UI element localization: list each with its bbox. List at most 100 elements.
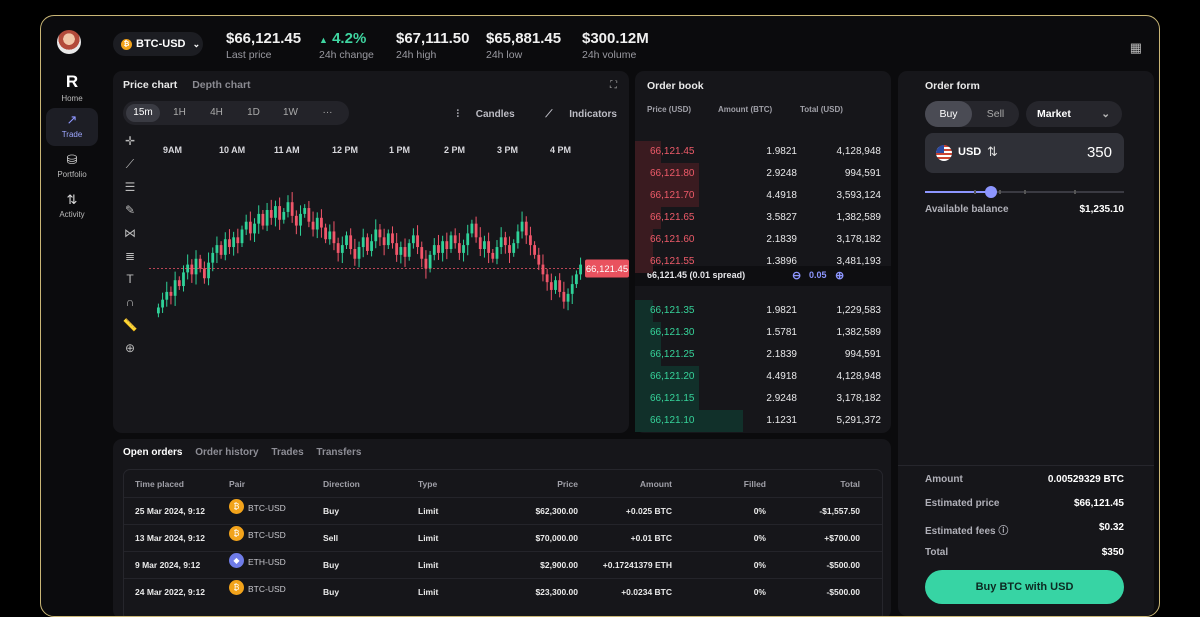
- candle[interactable]: [470, 223, 474, 234]
- candle[interactable]: [269, 210, 273, 218]
- candle[interactable]: [173, 280, 177, 296]
- bid-row[interactable]: 66,121.10 1.1231 5,291,372: [635, 410, 891, 432]
- candle[interactable]: [374, 229, 378, 242]
- candle[interactable]: [462, 245, 465, 253]
- bid-row[interactable]: 66,121.15 2.9248 3,178,182: [635, 388, 891, 410]
- amount-input[interactable]: USD ⇅ 350: [925, 133, 1124, 173]
- candle[interactable]: [207, 262, 210, 279]
- ask-row[interactable]: 66,121.80 2.9248 994,591: [635, 163, 891, 185]
- candle[interactable]: [491, 252, 495, 259]
- candle[interactable]: [449, 235, 453, 249]
- buy-tab[interactable]: Buy: [925, 101, 972, 127]
- candles-button[interactable]: ⫶ Candles: [442, 109, 514, 120]
- candle[interactable]: [349, 235, 353, 249]
- timeframe-1h[interactable]: 1H: [173, 107, 186, 118]
- candle[interactable]: [278, 206, 282, 220]
- nav-portfolio[interactable]: ⛁ Portfolio: [46, 148, 98, 186]
- candle[interactable]: [324, 227, 327, 240]
- candle[interactable]: [161, 299, 164, 308]
- candle[interactable]: [579, 264, 582, 275]
- candle[interactable]: [558, 280, 562, 292]
- candle[interactable]: [211, 252, 215, 263]
- candle[interactable]: [320, 217, 323, 228]
- info-icon[interactable]: ⓘ: [998, 526, 1009, 537]
- candle[interactable]: [219, 245, 223, 255]
- candle[interactable]: [554, 280, 557, 290]
- bid-row[interactable]: 66,121.30 1.5781 1,382,589: [635, 322, 891, 344]
- candle[interactable]: [529, 235, 532, 246]
- candle[interactable]: [332, 231, 336, 244]
- candle[interactable]: [248, 221, 252, 234]
- bid-row[interactable]: 66,121.25 2.1839 994,591: [635, 344, 891, 366]
- candle[interactable]: [177, 280, 181, 287]
- candlestick-chart[interactable]: 9AM 10 AM 11 AM 12 PM 1 PM 2 PM 3 PM 4 PM 66,121…: [149, 131, 629, 431]
- candle[interactable]: [307, 208, 311, 222]
- candle[interactable]: [236, 237, 240, 244]
- candle[interactable]: [228, 239, 231, 248]
- candle[interactable]: [357, 247, 361, 259]
- candle[interactable]: [545, 274, 549, 283]
- candle[interactable]: [407, 243, 411, 257]
- expand-icon[interactable]: ⛶: [610, 80, 617, 91]
- tab-depth-chart[interactable]: Depth chart: [192, 79, 251, 91]
- table-row[interactable]: 9 Mar 2024, 9:12 ◆ ETH-USD Buy Limit $2,900.0…: [124, 551, 882, 579]
- candle[interactable]: [353, 249, 357, 259]
- candle[interactable]: [549, 282, 553, 290]
- order-type-select[interactable]: Market ⌄: [1026, 101, 1122, 127]
- candle[interactable]: [457, 243, 461, 253]
- candle[interactable]: [391, 233, 394, 244]
- candle[interactable]: [495, 247, 499, 259]
- candle[interactable]: [483, 241, 486, 249]
- candle[interactable]: [445, 241, 449, 249]
- timeframe-1d[interactable]: 1D: [247, 107, 260, 118]
- candle[interactable]: [261, 213, 265, 226]
- candle[interactable]: [378, 229, 382, 238]
- amount-value[interactable]: 350: [1086, 144, 1112, 161]
- amount-slider[interactable]: [925, 186, 1124, 198]
- candle[interactable]: [186, 264, 190, 273]
- candle[interactable]: [215, 245, 219, 253]
- candle[interactable]: [386, 233, 390, 246]
- candle[interactable]: [223, 239, 227, 255]
- timeframe-15m[interactable]: 15m: [126, 104, 160, 122]
- candle[interactable]: [382, 237, 386, 246]
- nav-activity[interactable]: ⇅ Activity: [46, 188, 98, 226]
- candle[interactable]: [303, 208, 307, 214]
- candle[interactable]: [512, 243, 516, 253]
- tab-trades[interactable]: Trades: [271, 447, 304, 458]
- candle[interactable]: [315, 217, 319, 230]
- candle[interactable]: [508, 245, 511, 253]
- candle[interactable]: [282, 211, 286, 220]
- candle[interactable]: [328, 231, 332, 240]
- candle[interactable]: [453, 235, 457, 244]
- timeframe-4h[interactable]: 4H: [210, 107, 223, 118]
- candle[interactable]: [232, 237, 236, 248]
- slider-handle[interactable]: [984, 186, 997, 198]
- text-icon[interactable]: T: [126, 272, 134, 286]
- candle[interactable]: [575, 274, 578, 285]
- minus-circle-icon[interactable]: ⊖: [792, 270, 802, 282]
- candle[interactable]: [182, 272, 185, 287]
- indicators-button[interactable]: ⟋ Indicators: [531, 109, 617, 120]
- candle[interactable]: [570, 284, 574, 294]
- candle[interactable]: [399, 247, 403, 255]
- candle[interactable]: [294, 215, 298, 226]
- candle[interactable]: [487, 241, 491, 253]
- fib-icon[interactable]: ≣: [124, 249, 136, 263]
- ask-row[interactable]: 66,121.65 3.5827 1,382,589: [635, 207, 891, 229]
- candle[interactable]: [198, 258, 202, 269]
- candle[interactable]: [190, 264, 194, 275]
- candle[interactable]: [202, 268, 206, 279]
- ask-row[interactable]: 66,121.45 1.9821 4,128,948: [635, 141, 891, 163]
- candle[interactable]: [437, 245, 440, 253]
- candle[interactable]: [157, 307, 160, 314]
- swap-icon[interactable]: ⇅: [987, 144, 998, 159]
- candle[interactable]: [265, 210, 269, 226]
- candle[interactable]: [428, 254, 432, 269]
- candle[interactable]: [366, 237, 369, 251]
- candle[interactable]: [432, 245, 436, 255]
- candle[interactable]: [420, 247, 424, 259]
- tab-open-orders[interactable]: Open orders: [123, 447, 183, 458]
- candle[interactable]: [466, 233, 470, 246]
- candle[interactable]: [257, 213, 261, 224]
